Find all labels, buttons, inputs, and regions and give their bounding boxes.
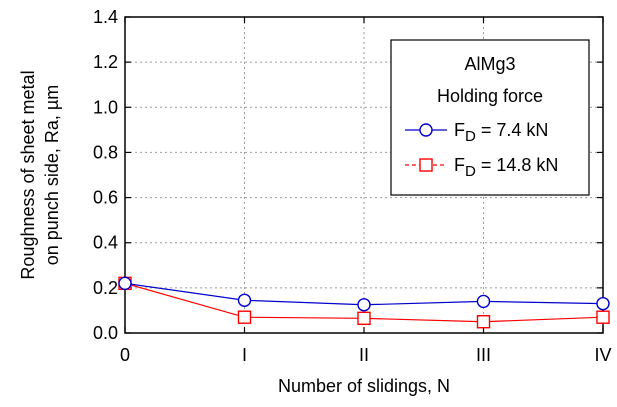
y-tick-label: 1.0: [93, 97, 118, 117]
data-point-square: [596, 310, 610, 324]
legend-title-line-2: Holding force: [437, 86, 543, 106]
x-tick-label: IV: [594, 345, 611, 365]
legend-entry-1: FD = 7.4 kN: [405, 120, 548, 145]
legend-title-line-1: AlMg3: [464, 54, 515, 74]
x-axis-title: Number of slidings, N: [278, 376, 450, 396]
data-point-circle: [118, 276, 132, 291]
data-point-square: [419, 158, 433, 172]
y-tick-label: 0.6: [93, 188, 118, 208]
data-point-square: [357, 311, 371, 326]
y-tick-label: 0.8: [93, 142, 118, 162]
legend-entry-2: FD = 14.8 kN: [405, 155, 558, 180]
axis-ticks: 0.00.20.40.60.81.01.21.40 I II III IV: [93, 7, 612, 365]
data-point-circle: [237, 293, 252, 307]
y-tick-label: 1.4: [93, 7, 118, 27]
series-layer: [118, 276, 610, 329]
data-point-square: [476, 315, 491, 329]
y-tick-label: 0.2: [93, 278, 118, 298]
y-axis-title-line-2: on punch side, Ra, µm: [42, 85, 62, 265]
y-tick-label: 0.4: [93, 233, 118, 253]
data-point-circle: [357, 298, 371, 312]
x-tick-label: 0: [120, 345, 130, 365]
x-tick-label: III: [476, 345, 491, 365]
series-markers-1: [118, 276, 610, 312]
y-tick-label: 1.2: [93, 52, 118, 72]
data-point-circle: [596, 296, 610, 311]
data-point-circle: [419, 123, 433, 137]
legend: AlMg3 Holding force FD = 7.4 kN FD = 14.8 k…: [390, 39, 590, 196]
data-point-square: [237, 310, 252, 324]
y-tick-label: 0.0: [93, 323, 118, 343]
x-tick-label: I: [242, 345, 247, 365]
y-axis-title: Roughness of sheet metal on punch side, …: [18, 70, 62, 279]
legend-label: FD = 14.8 kN: [454, 155, 558, 180]
x-tick-label: II: [359, 345, 369, 365]
data-point-circle: [476, 294, 491, 309]
legend-label: FD = 7.4 kN: [454, 120, 548, 145]
y-axis-title-line-1: Roughness of sheet metal: [18, 70, 38, 279]
